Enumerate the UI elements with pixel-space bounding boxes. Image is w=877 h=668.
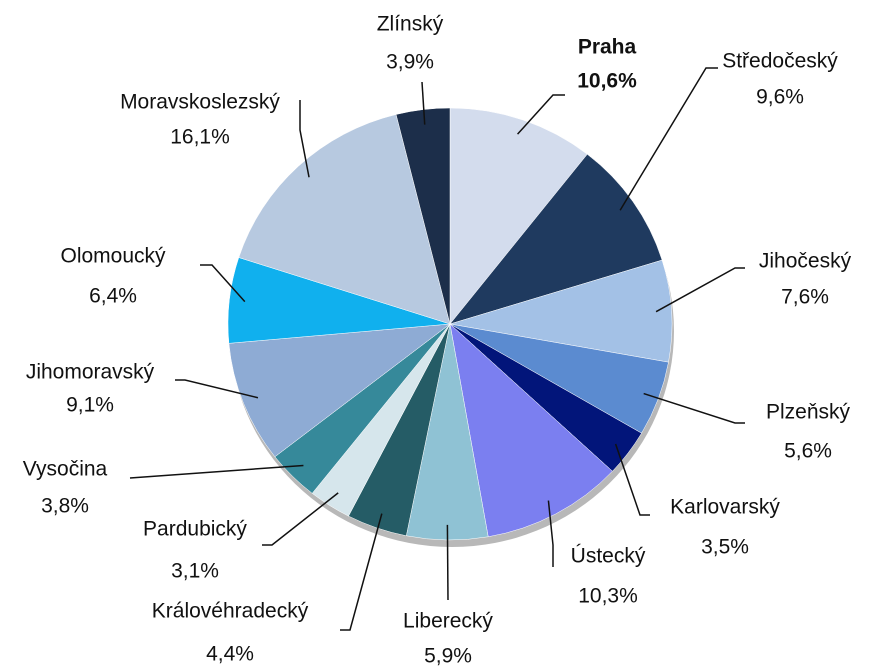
category-label: Královéhradecký (152, 600, 309, 623)
pie-slice (449, 323, 613, 538)
leader-line (516, 94, 565, 135)
leader-line (129, 464, 304, 479)
leader-line (299, 100, 310, 178)
category-label: Moravskoslezský (120, 91, 280, 114)
leader-line (547, 500, 554, 567)
category-label: Plzeňský (766, 401, 851, 424)
category-label: Zlínský (377, 13, 444, 36)
value-label: 5,6% (784, 440, 832, 463)
pie-slice (449, 153, 663, 325)
category-label: Olomoucký (60, 245, 166, 268)
leader-line (262, 492, 339, 546)
value-label: 9,6% (756, 86, 804, 109)
value-label: 3,1% (171, 560, 219, 583)
pie-slice (449, 259, 673, 363)
category-label: Ústecký (571, 545, 646, 568)
pie-slice (395, 107, 451, 325)
value-label: 6,4% (89, 285, 137, 308)
value-label: 10,3% (578, 585, 638, 608)
category-label: Středočeský (722, 50, 838, 73)
value-label: 4,4% (206, 643, 254, 666)
leader-line (614, 443, 650, 516)
category-label: Karlovarský (670, 496, 780, 519)
value-label: 9,1% (66, 394, 114, 417)
value-label: 3,5% (701, 536, 749, 559)
leader-line (200, 264, 246, 303)
leader-line (643, 392, 745, 424)
leader-line (446, 524, 449, 601)
value-label: 3,8% (41, 495, 89, 518)
value-label: 3,9% (386, 51, 434, 74)
pie-slice (238, 114, 451, 325)
leader-line (655, 267, 745, 313)
leader-line (619, 67, 718, 211)
value-label: 7,6% (781, 286, 829, 309)
value-label: 5,9% (424, 645, 472, 668)
pie-slice (449, 107, 588, 325)
pie-slice (228, 323, 451, 458)
leader-line (340, 513, 383, 631)
leader-line (421, 81, 426, 125)
category-label: Liberecký (403, 610, 493, 633)
category-label: Jihomoravský (26, 361, 155, 384)
category-label: Vysočina (23, 458, 108, 481)
category-label: Pardubický (143, 518, 247, 541)
value-label: 16,1% (170, 126, 230, 149)
value-label: 10,6% (577, 70, 637, 93)
leader-line (175, 379, 259, 399)
category-label: Jihočeský (759, 250, 852, 273)
category-label: Praha (578, 36, 637, 59)
